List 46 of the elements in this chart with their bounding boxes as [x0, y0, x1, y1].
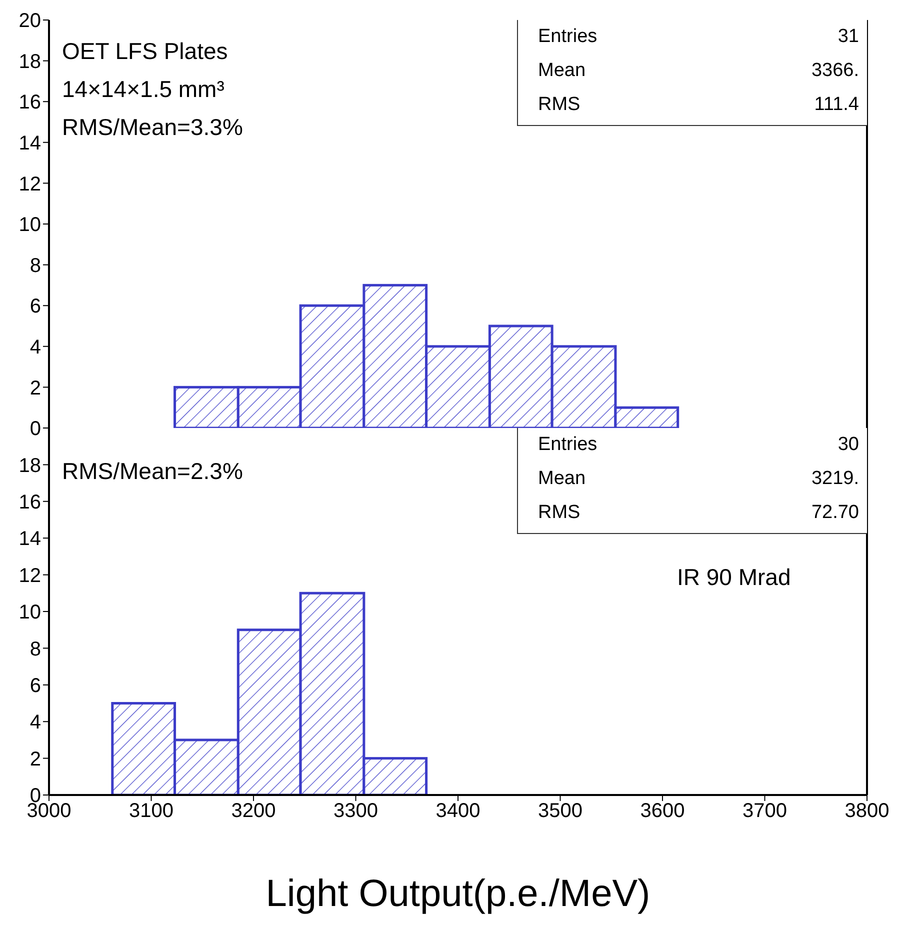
y-tick-label: 4	[30, 712, 41, 734]
x-tick-label: 3200	[231, 800, 276, 822]
annotation: 3366.	[811, 59, 859, 83]
x-tick-label: 3300	[334, 800, 378, 822]
x-tick-label: 3400	[436, 800, 480, 822]
y-tick-label: 20	[18, 10, 41, 32]
annotation: Mean	[538, 59, 586, 83]
annotation: OET LFS Plates	[62, 37, 229, 66]
y-tick-label: 12	[18, 564, 41, 587]
y-tick-label: 2	[30, 377, 41, 400]
x-tick-label: 3700	[742, 800, 787, 822]
annotation: 31	[838, 25, 859, 49]
x-tick-label: 3500	[538, 800, 582, 822]
y-tick-label: 6	[30, 675, 41, 697]
x-tick-label: 3600	[640, 800, 685, 822]
annotation: 111.4	[814, 93, 859, 117]
annotation: IR 90 Mrad	[677, 564, 791, 591]
y-tick-label: 16	[18, 492, 41, 514]
annotation: 72.70	[811, 501, 859, 525]
annotation: Mean	[538, 467, 586, 491]
y-tick-label: 0	[30, 418, 41, 440]
y-tick-label: 10	[18, 214, 41, 236]
y-tick-label: 10	[18, 602, 41, 624]
y-tick-label: 18	[18, 454, 41, 477]
annotation: RMS	[538, 501, 580, 525]
y-tick-label: 6	[30, 296, 41, 318]
y-tick-label: 14	[18, 528, 41, 550]
annotation: 3219.	[811, 467, 859, 491]
x-tick-label: 3800	[844, 800, 890, 822]
y-tick-label: 2	[30, 748, 41, 770]
y-tick-label: 4	[30, 336, 41, 358]
x-axis-title: Light Output(p.e./MeV)	[264, 873, 652, 916]
annotation: Entries	[538, 433, 598, 457]
y-tick-label: 8	[30, 254, 41, 277]
annotation: 30	[838, 433, 859, 457]
y-tick-label: 12	[18, 173, 41, 196]
annotation: RMS	[538, 93, 580, 117]
y-tick-label: 18	[18, 50, 41, 73]
y-tick-label: 8	[30, 638, 41, 660]
y-tick-label: 14	[18, 132, 41, 154]
annotation: RMS/Mean=2.3%	[62, 458, 243, 485]
annotation: 14×14×1.5 mm³	[62, 75, 226, 104]
x-tick-label: 3100	[129, 800, 174, 822]
y-tick-label: 16	[18, 92, 41, 114]
annotation: Entries	[538, 25, 598, 49]
annotation: RMS/Mean=3.3%	[62, 113, 243, 142]
